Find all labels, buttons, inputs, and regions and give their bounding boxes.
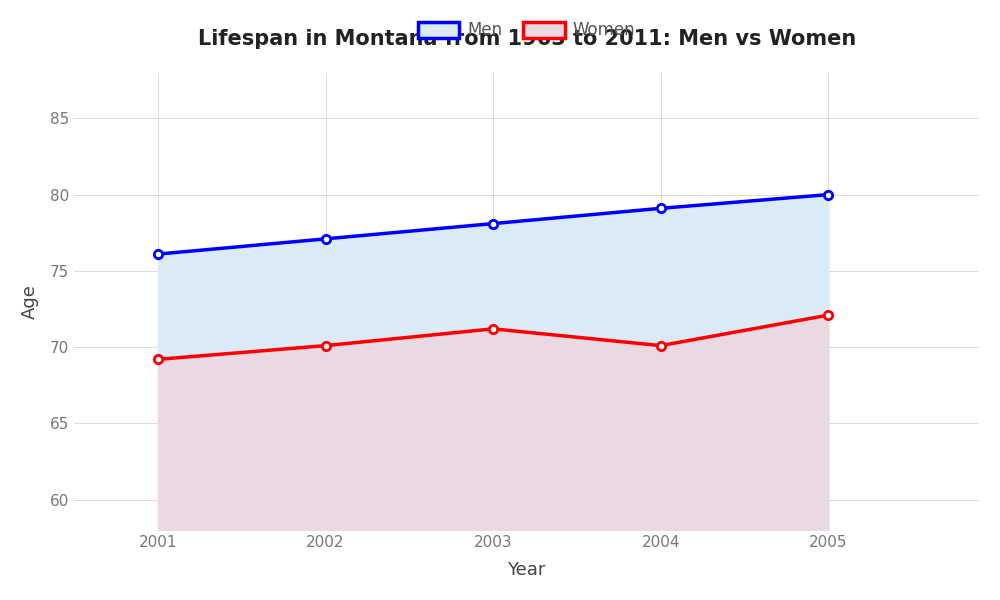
Y-axis label: Age: Age [21,284,39,319]
Title: Lifespan in Montana from 1963 to 2011: Men vs Women: Lifespan in Montana from 1963 to 2011: M… [198,29,856,49]
Legend: Men, Women: Men, Women [418,22,636,40]
X-axis label: Year: Year [507,561,546,579]
